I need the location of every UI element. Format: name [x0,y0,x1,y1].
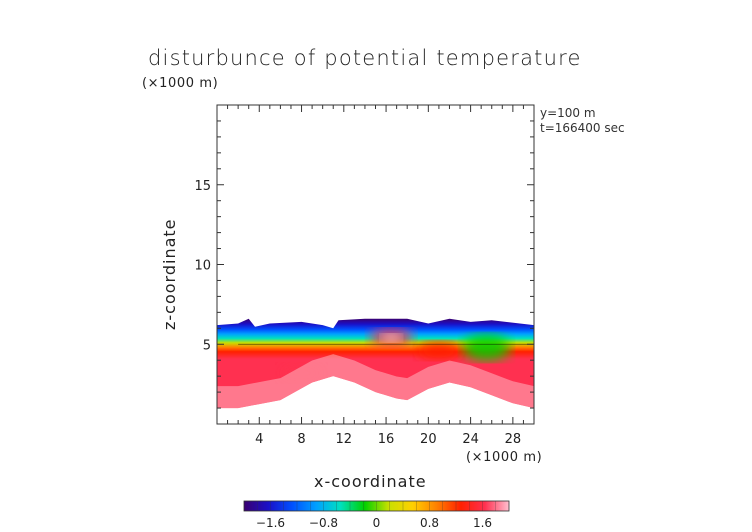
field-blob-1 [416,341,461,360]
colorbar-tick-label: −0.8 [309,516,338,530]
colorbar-tick-label: 0 [373,516,381,530]
y-axis-ticks: 5 10 15 [194,120,534,409]
x-tick-label: 20 [420,432,437,447]
colorbar-tick-label: 1.6 [473,516,492,530]
chart-title: disturbunce of potential temperature [148,46,582,70]
x-tick-label: 28 [505,432,522,447]
x-tick-label: 8 [297,432,305,447]
colorbar-tick-label: −1.6 [256,516,285,530]
y-tick-label: 5 [203,338,211,353]
x-axis-label: x-coordinate [314,472,427,491]
field-bottom-fade [217,354,534,409]
field-blob-core [381,333,402,342]
x-axis-ticks: 4 8 12 16 20 24 28 [227,105,524,447]
colorbar: −1.6 −0.8 0 0.8 1.6 [243,500,510,530]
x-tick-label: 12 [336,432,353,447]
y-tick-label: 10 [194,259,211,274]
x-axis-unit: (×1000 m) [466,450,543,465]
field-blob-3 [279,363,324,382]
x-tick-label: 16 [378,432,395,447]
time-label: t=166400 sec [540,121,625,135]
field-blob-2 [462,334,511,361]
colorbar-tick-label: 0.8 [420,516,439,530]
z-axis-unit: (×1000 m) [142,76,219,91]
y-tick-label: 15 [194,179,211,194]
x-tick-label: 4 [255,432,263,447]
y-position-label: y=100 m [540,106,596,120]
temperature-field [217,318,534,409]
x-tick-label: 24 [462,432,479,447]
